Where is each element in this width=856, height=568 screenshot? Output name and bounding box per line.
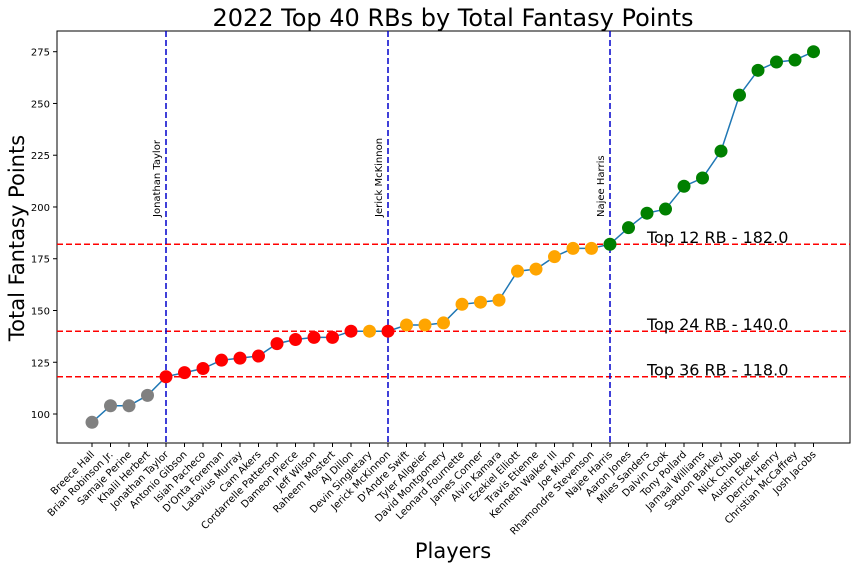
series-line xyxy=(91,51,814,423)
tier-break-label: Najee Harris xyxy=(596,155,607,217)
y-tick-label: 175 xyxy=(31,255,50,266)
y-tick-label: 100 xyxy=(31,410,50,421)
data-point xyxy=(548,250,561,264)
data-point xyxy=(788,53,802,67)
y-tick-label: 125 xyxy=(31,358,50,369)
data-point xyxy=(363,324,376,338)
data-point xyxy=(677,179,691,193)
data-point xyxy=(418,318,432,332)
data-point xyxy=(307,330,321,344)
data-point xyxy=(122,399,136,413)
chart-title: 2022 Top 40 RBs by Total Fantasy Points xyxy=(212,4,693,32)
data-point xyxy=(733,88,746,102)
threshold-lines: Top 12 RB - 182.0 Top 24 RB - 140.0 Top 36… xyxy=(57,228,850,380)
data-point xyxy=(585,241,598,255)
data-point xyxy=(696,171,709,185)
data-point xyxy=(714,144,728,158)
data-point xyxy=(492,293,506,307)
data-point xyxy=(85,415,99,429)
data-points xyxy=(85,45,820,429)
series-polyline xyxy=(91,51,814,423)
data-point xyxy=(159,370,173,384)
data-point xyxy=(566,241,580,255)
data-point xyxy=(233,351,247,365)
x-axis-label: Players xyxy=(415,539,491,563)
data-point xyxy=(455,297,469,311)
y-axis-label: Total Fantasy Points xyxy=(5,135,29,342)
data-point xyxy=(603,237,617,251)
tier-break-label: Jonathan Taylor xyxy=(152,139,163,218)
data-point xyxy=(289,332,302,346)
data-point xyxy=(529,262,543,276)
data-point xyxy=(104,399,117,413)
data-point xyxy=(400,318,413,332)
y-tick-label: 275 xyxy=(31,48,50,59)
threshold-label: Top 36 RB - 118.0 xyxy=(646,361,788,380)
tier-break-label: Jerick McKinnon xyxy=(374,138,385,218)
data-point xyxy=(511,264,524,278)
y-tick-label: 200 xyxy=(31,203,50,214)
y-tick-label: 250 xyxy=(31,99,50,110)
data-point xyxy=(770,55,783,69)
data-point xyxy=(326,330,339,344)
data-point xyxy=(252,349,265,363)
data-point xyxy=(381,324,395,338)
y-axis: 100 125 150 175 200 225 250 275 xyxy=(31,48,57,421)
data-point xyxy=(270,337,284,351)
data-point xyxy=(196,361,210,375)
data-point xyxy=(807,45,820,59)
threshold-label: Top 12 RB - 182.0 xyxy=(646,228,788,247)
data-point xyxy=(474,295,487,309)
y-tick-label: 225 xyxy=(31,151,50,162)
data-point xyxy=(751,63,765,77)
data-point xyxy=(344,324,358,338)
data-point xyxy=(178,366,191,380)
threshold-label: Top 24 RB - 140.0 xyxy=(646,315,788,334)
data-point xyxy=(215,353,228,367)
data-point xyxy=(437,316,450,330)
y-tick-label: 150 xyxy=(31,306,50,317)
data-point xyxy=(640,206,654,220)
data-point xyxy=(622,221,635,235)
data-point xyxy=(141,388,154,402)
data-point xyxy=(659,202,672,216)
